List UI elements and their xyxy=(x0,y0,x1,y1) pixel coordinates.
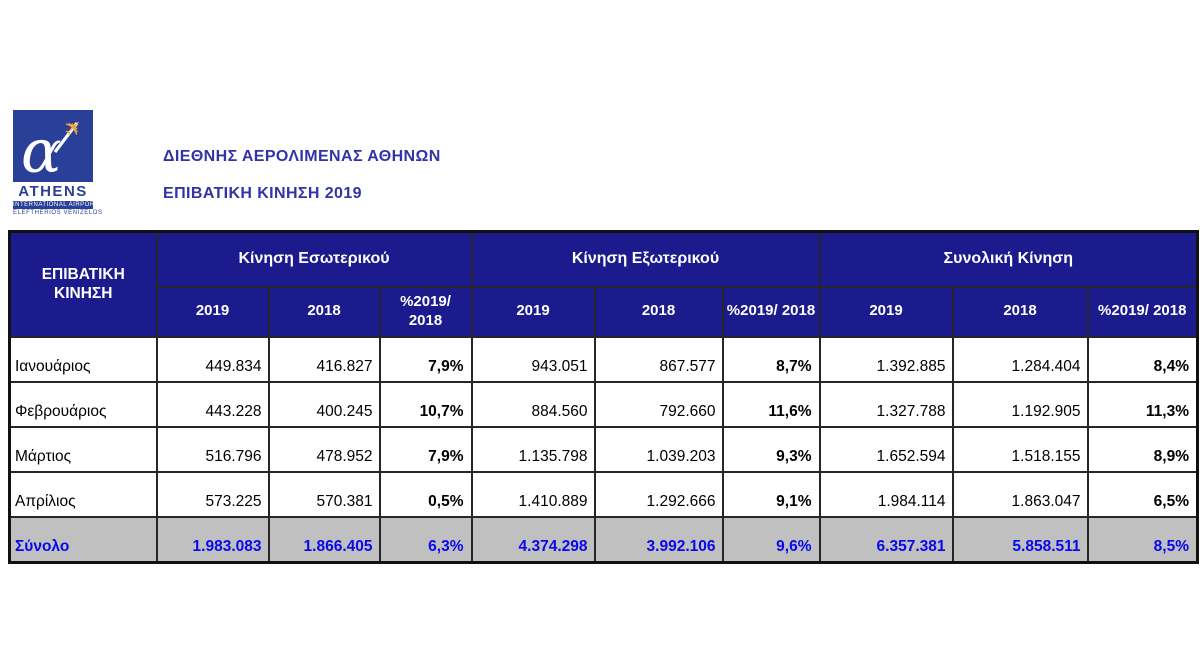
month-label: Φεβρουάριος xyxy=(8,380,158,428)
total-percent-cell: 9,6% xyxy=(721,515,821,564)
month-label: Μάρτιος xyxy=(8,425,158,473)
value-cell: 1.284.404 xyxy=(951,335,1089,383)
table-row-total: Σύνολο 1.983.083 1.866.405 6,3% 4.374.29… xyxy=(8,515,1199,564)
corner-header: ΕΠΙΒΑΤΙΚΗ ΚΙΝΗΣΗ xyxy=(8,230,158,338)
group-header-total: Συνολική Κίνηση xyxy=(818,230,1199,288)
table-row-march: Μάρτιος 516.796 478.952 7,9% 1.135.798 1… xyxy=(8,425,1199,473)
value-cell: 400.245 xyxy=(267,380,381,428)
sub-header-2019: 2019 xyxy=(155,285,270,338)
value-cell: 792.660 xyxy=(593,380,724,428)
sub-header-pct: %2019/ 2018 xyxy=(378,285,473,338)
percent-cell: 8,9% xyxy=(1086,425,1199,473)
value-cell: 1.327.788 xyxy=(818,380,954,428)
sub-header-2018: 2018 xyxy=(951,285,1089,338)
value-cell: 1.039.203 xyxy=(593,425,724,473)
value-cell: 570.381 xyxy=(267,470,381,518)
sub-header-2019: 2019 xyxy=(818,285,954,338)
percent-cell: 11,6% xyxy=(721,380,821,428)
sub-header-pct: %2019/ 2018 xyxy=(721,285,821,338)
total-value-cell: 5.858.511 xyxy=(951,515,1089,564)
table-row-april: Απρίλιος 573.225 570.381 0,5% 1.410.889 … xyxy=(8,470,1199,518)
sub-header-2019: 2019 xyxy=(470,285,596,338)
logo-alpha-plane-icon: α ✈ xyxy=(13,110,93,182)
table-row-february: Φεβρουάριος 443.228 400.245 10,7% 884.56… xyxy=(8,380,1199,428)
sub-header-2018: 2018 xyxy=(593,285,724,338)
value-cell: 884.560 xyxy=(470,380,596,428)
passenger-traffic-table: ΕΠΙΒΑΤΙΚΗ ΚΙΝΗΣΗ Κίνηση Εσωτερικού Κίνησ… xyxy=(8,230,1200,564)
total-value-cell: 4.374.298 xyxy=(470,515,596,564)
percent-cell: 0,5% xyxy=(378,470,473,518)
value-cell: 516.796 xyxy=(155,425,270,473)
percent-cell: 9,1% xyxy=(721,470,821,518)
table-sub-header-row: 2019 2018 %2019/ 2018 2019 2018 %2019/ 2… xyxy=(10,285,1199,338)
logo-eleftherios-venizelos-text: ELEFTHERIOS VENIZELOS xyxy=(13,210,103,216)
value-cell: 449.834 xyxy=(155,335,270,383)
value-cell: 478.952 xyxy=(267,425,381,473)
total-value-cell: 3.992.106 xyxy=(593,515,724,564)
percent-cell: 8,7% xyxy=(721,335,821,383)
value-cell: 943.051 xyxy=(470,335,596,383)
page-title: ΔΙΕΘΝΗΣ ΑΕΡΟΛΙΜΕΝΑΣ ΑΘΗΝΩΝ xyxy=(163,148,441,165)
group-header-international: Κίνηση Εξωτερικού xyxy=(470,230,821,288)
sub-header-2018: 2018 xyxy=(267,285,381,338)
value-cell: 1.984.114 xyxy=(818,470,954,518)
value-cell: 573.225 xyxy=(155,470,270,518)
value-cell: 1.518.155 xyxy=(951,425,1089,473)
page-subtitle: ΕΠΙΒΑΤΙΚΗ ΚΙΝΗΣΗ 2019 xyxy=(163,185,362,202)
svg-text:α: α xyxy=(21,117,62,182)
total-label: Σύνολο xyxy=(8,515,158,564)
percent-cell: 11,3% xyxy=(1086,380,1199,428)
percent-cell: 6,5% xyxy=(1086,470,1199,518)
value-cell: 1.135.798 xyxy=(470,425,596,473)
airport-logo: α ✈ ATHENS INTERNATIONAL AIRPORT ELEFTHE… xyxy=(13,110,103,216)
value-cell: 1.192.905 xyxy=(951,380,1089,428)
month-label: Απρίλιος xyxy=(8,470,158,518)
value-cell: 1.292.666 xyxy=(593,470,724,518)
total-percent-cell: 8,5% xyxy=(1086,515,1199,564)
value-cell: 416.827 xyxy=(267,335,381,383)
value-cell: 1.863.047 xyxy=(951,470,1089,518)
value-cell: 867.577 xyxy=(593,335,724,383)
table-row-january: Ιανουάριος 449.834 416.827 7,9% 943.051 … xyxy=(8,335,1199,383)
value-cell: 1.410.889 xyxy=(470,470,596,518)
percent-cell: 7,9% xyxy=(378,335,473,383)
percent-cell: 10,7% xyxy=(378,380,473,428)
logo-international-airport-text: INTERNATIONAL AIRPORT xyxy=(13,201,99,209)
sub-header-pct: %2019/ 2018 xyxy=(1086,285,1199,338)
total-percent-cell: 6,3% xyxy=(378,515,473,564)
group-header-domestic: Κίνηση Εσωτερικού xyxy=(155,230,473,288)
value-cell: 443.228 xyxy=(155,380,270,428)
month-label: Ιανουάριος xyxy=(8,335,158,383)
percent-cell: 8,4% xyxy=(1086,335,1199,383)
value-cell: 1.652.594 xyxy=(818,425,954,473)
table-group-header-row: ΕΠΙΒΑΤΙΚΗ ΚΙΝΗΣΗ Κίνηση Εσωτερικού Κίνησ… xyxy=(8,230,1199,338)
total-value-cell: 1.983.083 xyxy=(155,515,270,564)
value-cell: 1.392.885 xyxy=(818,335,954,383)
logo-athens-text: ATHENS xyxy=(18,183,88,200)
percent-cell: 9,3% xyxy=(721,425,821,473)
total-value-cell: 1.866.405 xyxy=(267,515,381,564)
total-value-cell: 6.357.381 xyxy=(818,515,954,564)
percent-cell: 7,9% xyxy=(378,425,473,473)
